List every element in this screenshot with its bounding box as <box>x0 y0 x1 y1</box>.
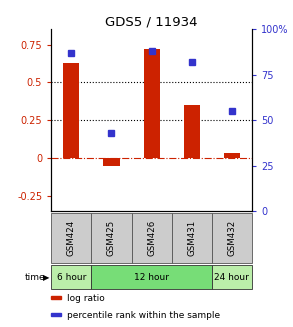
Bar <box>103 158 120 165</box>
Bar <box>132 213 172 263</box>
Bar <box>51 313 62 316</box>
Bar <box>63 63 79 158</box>
Text: GSM424: GSM424 <box>67 220 76 256</box>
Text: 24 hour: 24 hour <box>214 273 249 282</box>
Text: GSM425: GSM425 <box>107 220 116 256</box>
Bar <box>91 265 212 289</box>
Text: percentile rank within the sample: percentile rank within the sample <box>67 311 220 320</box>
Bar <box>184 105 200 158</box>
Bar <box>224 153 240 158</box>
Bar <box>212 265 252 289</box>
Bar <box>51 213 91 263</box>
Text: log ratio: log ratio <box>67 294 105 303</box>
Title: GDS5 / 11934: GDS5 / 11934 <box>105 15 198 28</box>
Text: GSM432: GSM432 <box>227 220 236 256</box>
Text: 12 hour: 12 hour <box>134 273 169 282</box>
Bar <box>144 49 160 158</box>
Bar <box>212 213 252 263</box>
Bar <box>172 213 212 263</box>
Text: GSM426: GSM426 <box>147 220 156 256</box>
Text: time: time <box>25 273 45 282</box>
Text: ▶: ▶ <box>43 273 50 282</box>
Bar <box>51 265 91 289</box>
Bar <box>51 296 62 299</box>
Text: 6 hour: 6 hour <box>57 273 86 282</box>
Text: GSM431: GSM431 <box>187 220 196 256</box>
Bar <box>91 213 132 263</box>
